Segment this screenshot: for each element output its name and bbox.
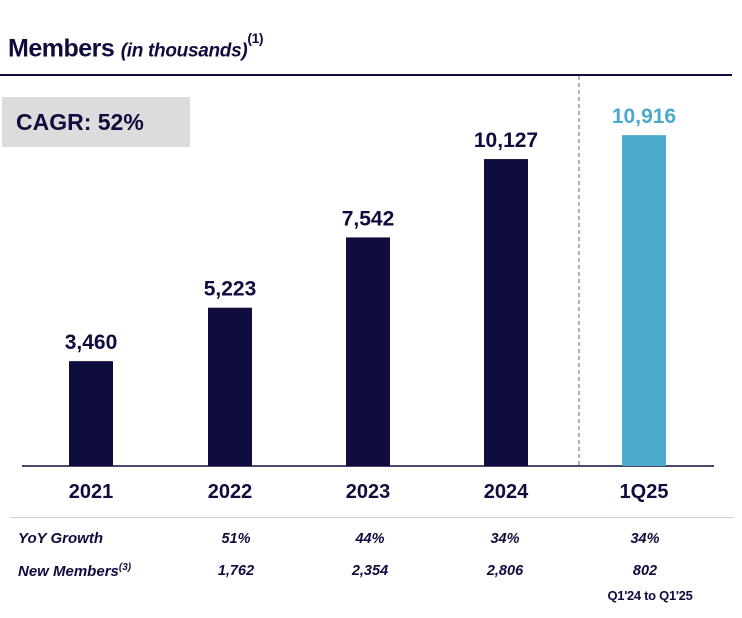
value-label-2023: 7,542 — [342, 207, 395, 230]
row-label-yoy-growth-text: YoY Growth — [18, 530, 104, 547]
value-label-1q25: 10,916 — [612, 105, 676, 128]
new-members-2022: 1,762 — [217, 563, 255, 579]
new-members-2024: 2,806 — [486, 563, 524, 579]
bar-1q25 — [622, 135, 666, 466]
yoy-growth-2023: 44% — [355, 531, 385, 547]
new-members-2023: 2,354 — [351, 563, 389, 579]
row-label-new-members-text: New Members — [18, 563, 119, 580]
new-members-1q25: 802 — [632, 563, 658, 579]
x-tick-label-2024: 2024 — [484, 481, 529, 503]
value-label-2024: 10,127 — [474, 129, 538, 152]
chart-title-footnote: (1) — [247, 30, 264, 46]
yoy-growth-2022: 51% — [221, 531, 251, 547]
row-label-new-members-footnote: (3) — [118, 562, 132, 573]
bar-2021 — [69, 361, 113, 466]
value-label-2021: 3,460 — [65, 331, 118, 354]
table-divider — [10, 517, 734, 518]
chart-title-main: Members — [8, 34, 115, 63]
yoy-growth-2024: 34% — [490, 531, 520, 547]
bar-2022 — [208, 307, 252, 466]
chart-title-subtitle: (in thousands) — [120, 40, 248, 62]
yoy-growth-1q25: 34% — [630, 531, 660, 547]
cagr-badge: CAGR: 52% — [2, 97, 190, 147]
x-tick-label-1q25: 1Q25 — [620, 481, 669, 503]
x-tick-label-2021: 2021 — [69, 481, 114, 503]
title-divider — [0, 74, 732, 76]
bar-2024 — [484, 159, 528, 466]
chart-title: Members (in thousands)(1) — [8, 30, 264, 63]
row-label-new-members: New Members(3) — [18, 562, 131, 580]
x-tick-label-2022: 2022 — [208, 481, 253, 503]
row-label-yoy-growth: YoY Growth — [18, 530, 103, 547]
period-note: Q1'24 to Q1'25 — [607, 588, 693, 603]
bar-2023 — [346, 237, 390, 466]
value-label-2022: 5,223 — [204, 278, 257, 301]
bar-chart: 3,460 2021 5,223 2022 7,542 2023 10,127 2024 10,… — [22, 76, 714, 503]
x-tick-label-2023: 2023 — [346, 481, 391, 503]
